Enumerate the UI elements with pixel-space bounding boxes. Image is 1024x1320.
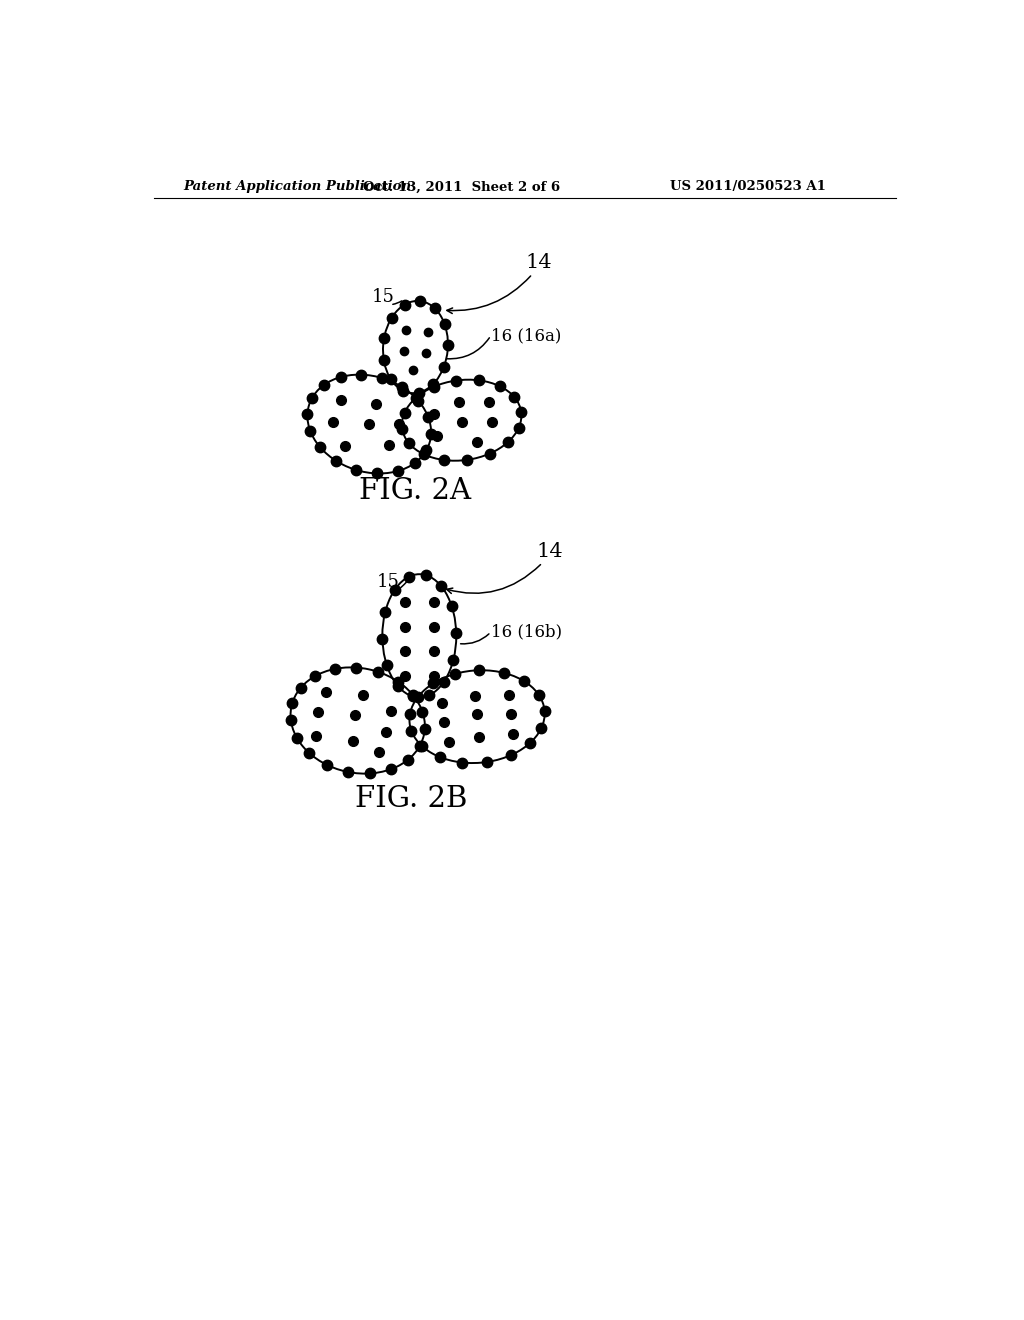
Text: FIG. 2B: FIG. 2B: [355, 785, 468, 813]
Text: 14: 14: [525, 253, 552, 272]
Text: 15: 15: [372, 288, 394, 306]
Text: 14: 14: [537, 541, 563, 561]
Text: Oct. 13, 2011  Sheet 2 of 6: Oct. 13, 2011 Sheet 2 of 6: [364, 181, 560, 194]
Text: FIG. 2A: FIG. 2A: [359, 477, 471, 506]
Text: 15: 15: [377, 573, 400, 591]
Text: US 2011/0250523 A1: US 2011/0250523 A1: [670, 181, 825, 194]
Text: Patent Application Publication: Patent Application Publication: [183, 181, 411, 194]
Text: 16 (16b): 16 (16b): [490, 623, 562, 640]
Text: 16 (16a): 16 (16a): [490, 327, 561, 345]
